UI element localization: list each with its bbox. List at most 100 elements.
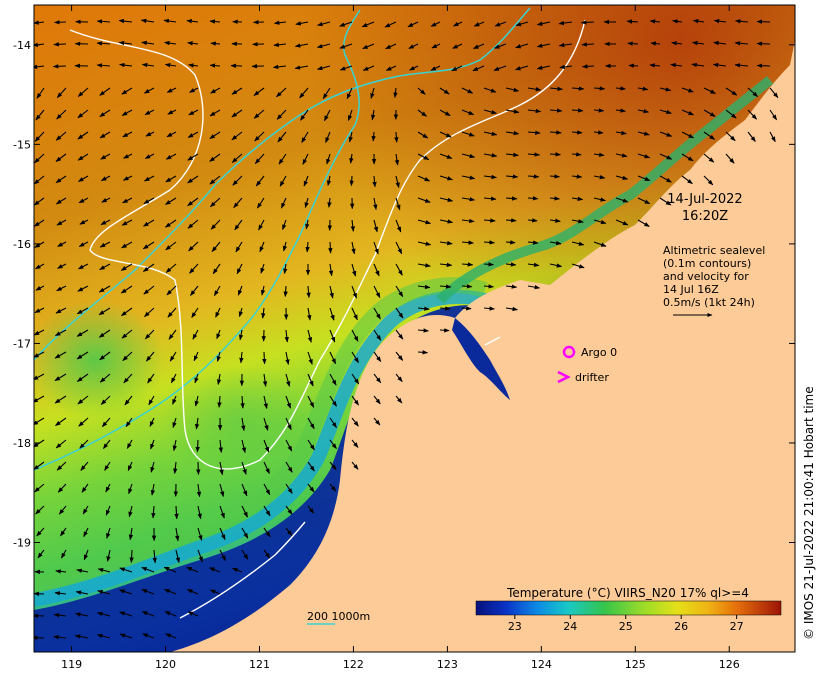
- velocity-arrow: [55, 417, 67, 427]
- velocity-arrow: [373, 197, 378, 211]
- velocity-arrow: [549, 240, 562, 246]
- lat-tick-label: -17: [13, 337, 31, 350]
- velocity-arrow: [483, 87, 497, 93]
- velocity-arrow: [78, 197, 89, 204]
- velocity-arrow: [35, 109, 45, 121]
- velocity-arrow: [121, 109, 133, 116]
- velocity-arrow: [483, 153, 498, 158]
- isobath-1000m: [34, 9, 361, 471]
- velocity-arrow: [505, 240, 516, 245]
- velocity-arrow: [505, 87, 520, 92]
- velocity-arrow: [163, 566, 177, 573]
- colorbar: Temperature (°C) VIIRS_N20 17% ql>=4 23 2…: [475, 586, 782, 633]
- velocity-arrow: [681, 109, 695, 116]
- velocity-arrow: [439, 328, 450, 333]
- velocity-arrow: [549, 130, 562, 135]
- velocity-arrow: [34, 351, 45, 358]
- velocity-arrow: [395, 373, 403, 383]
- velocity-arrow: [144, 109, 155, 116]
- velocity-arrow: [323, 109, 331, 122]
- sealevel-contour: [484, 336, 501, 346]
- velocity-arrow: [142, 263, 155, 272]
- velocity-arrow: [395, 175, 400, 189]
- velocity-arrow: [549, 218, 561, 223]
- velocity-arrow: [385, 43, 397, 50]
- velocity-arrow: [536, 65, 551, 70]
- velocity-arrow: [151, 505, 156, 519]
- velocity-arrow: [628, 63, 639, 68]
- velocity-arrow: [145, 351, 155, 362]
- velocity-arrow: [571, 86, 585, 91]
- velocity-arrow: [263, 483, 271, 496]
- velocity-arrow: [34, 20, 45, 25]
- velocity-arrow: [549, 152, 561, 157]
- velocity-arrow: [54, 20, 67, 25]
- velocity-arrow: [285, 461, 293, 473]
- velocity-arrow: [76, 351, 89, 360]
- velocity-arrow: [483, 174, 497, 180]
- plot-frame: [33, 4, 796, 653]
- velocity-arrow: [536, 43, 551, 48]
- velocity-arrow: [57, 241, 67, 247]
- velocity-arrow: [254, 131, 265, 142]
- velocity-arrow: [141, 40, 155, 46]
- velocity-arrow: [285, 417, 292, 431]
- velocity-arrow: [769, 109, 778, 121]
- velocity-arrow: [196, 483, 202, 498]
- velocity-arrow: [128, 527, 134, 541]
- velocity-arrow: [106, 527, 111, 539]
- velocity-arrow: [394, 153, 400, 166]
- velocity-arrow: [165, 263, 177, 273]
- velocity-arrow: [769, 87, 779, 99]
- velocity-arrow: [329, 351, 337, 365]
- velocity-arrow: [472, 65, 485, 72]
- velocity-arrow: [593, 108, 605, 113]
- velocity-arrow: [77, 395, 89, 405]
- velocity-arrow: [282, 219, 287, 231]
- velocity-arrow: [53, 42, 67, 47]
- velocity-arrow: [52, 64, 67, 69]
- velocity-arrow: [307, 461, 315, 472]
- velocity-arrow: [329, 307, 335, 321]
- velocity-arrow: [187, 197, 199, 207]
- velocity-arrow: [439, 306, 451, 311]
- velocity-arrow: [219, 505, 225, 519]
- lon-tick-label: 124: [531, 658, 552, 671]
- velocity-arrow: [78, 263, 89, 270]
- velocity-arrow: [60, 549, 67, 559]
- velocity-arrow: [351, 461, 359, 470]
- velocity-arrow: [483, 262, 494, 267]
- velocity-arrow: [144, 307, 155, 318]
- velocity-arrow: [119, 567, 133, 573]
- velocity-arrow: [295, 21, 309, 26]
- velocity-arrow: [305, 241, 310, 253]
- velocity-arrow: [571, 219, 584, 224]
- velocity-arrow: [231, 109, 243, 118]
- velocity-arrow: [56, 461, 67, 471]
- velocity-arrow: [79, 439, 89, 449]
- velocity-arrow: [196, 461, 201, 475]
- info-line: Altimetric sealevel: [663, 244, 765, 257]
- velocity-arrow: [261, 307, 266, 319]
- velocity-arrow: [285, 483, 293, 494]
- velocity-arrow: [231, 153, 243, 163]
- velocity-arrow: [351, 439, 359, 448]
- velocity-arrow: [417, 131, 429, 139]
- velocity-arrow: [105, 483, 111, 493]
- velocity-arrow: [168, 329, 177, 340]
- velocity-arrow: [703, 153, 715, 163]
- velocity-arrow: [637, 108, 650, 114]
- velocity-arrow: [34, 131, 45, 142]
- velocity-arrow: [163, 588, 177, 595]
- velocity-arrow: [461, 262, 474, 267]
- velocity-arrow: [756, 19, 771, 24]
- velocity-arrow: [123, 373, 133, 384]
- velocity-arrow: [165, 633, 177, 639]
- velocity-arrow: [351, 373, 360, 385]
- velocity-arrow: [747, 109, 758, 120]
- velocity-arrow: [99, 263, 111, 271]
- velocity-arrow: [99, 131, 111, 139]
- velocity-arrow: [231, 87, 243, 95]
- velocity-arrow: [186, 19, 199, 24]
- velocity-arrow: [307, 307, 312, 321]
